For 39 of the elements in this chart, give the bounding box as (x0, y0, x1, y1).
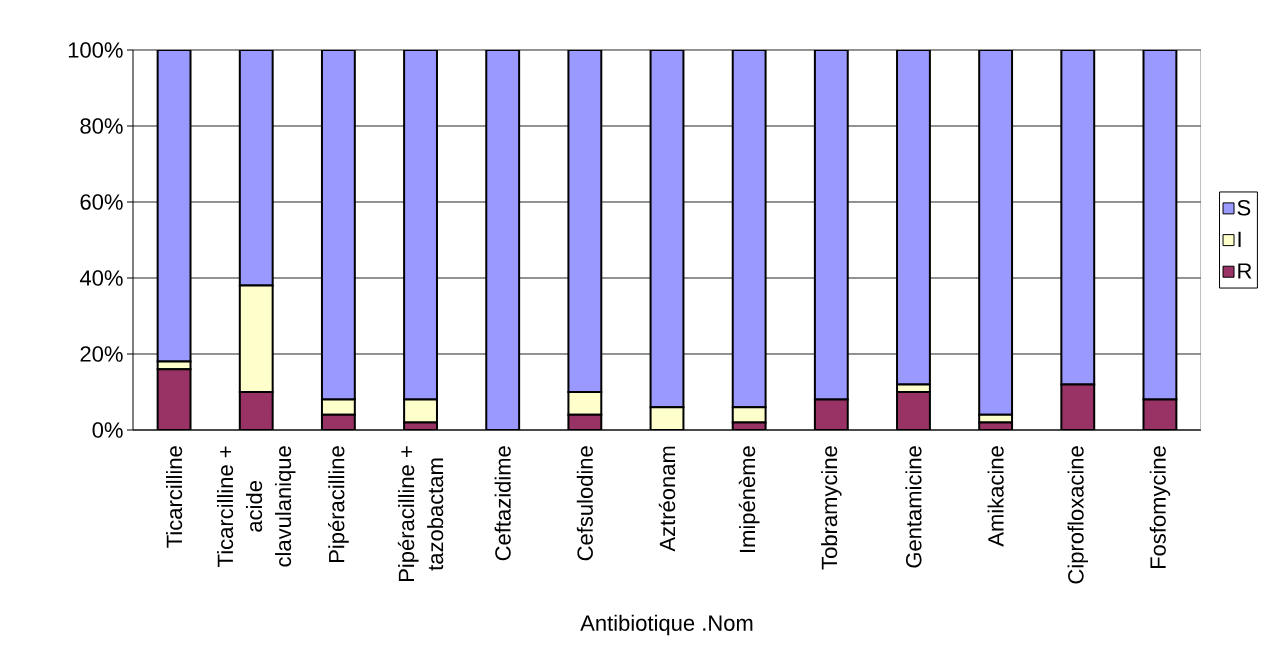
bar (567, 50, 603, 393)
y-tick-label: 20% (80, 346, 123, 362)
legend-label: S (1237, 199, 1251, 216)
legend-label: I (1238, 231, 1241, 247)
x-tick-label: Pipéracilline (328, 446, 349, 562)
x-tick-label: Tobramycine (821, 446, 842, 570)
y-tick-label: 60% (80, 194, 123, 210)
legend-label: R (1238, 263, 1252, 279)
x-tick-label: Ticarcilline (166, 446, 183, 548)
y-tick-label: 0% (92, 422, 123, 438)
bar (978, 50, 1014, 416)
bar (156, 368, 192, 430)
x-tick-label: Ticarcilline + acide clavulanique (216, 446, 296, 567)
bar (649, 50, 685, 409)
x-tick-label: Aztréonam (658, 446, 676, 552)
x-tick-label: Imipénème (738, 446, 760, 552)
bar (238, 50, 274, 287)
bar (156, 50, 192, 363)
bar (1142, 50, 1178, 401)
x-tick-label: Cefsulodine (576, 446, 593, 561)
bar (1060, 383, 1096, 430)
x-tick-label: Gentamicine (905, 446, 922, 568)
y-tick-label: 100% (68, 42, 123, 58)
bar (731, 50, 767, 409)
x-axis-title: Antibiotique .Nom (580, 614, 753, 636)
bar (896, 50, 931, 386)
y-tick-label: 80% (80, 118, 123, 134)
bar (813, 50, 849, 401)
bar (320, 50, 356, 401)
bar (403, 50, 438, 401)
x-tick-label: Ciprofloxacine (1067, 446, 1089, 584)
x-tick-label: Amikacine (987, 446, 1004, 547)
x-tick-label: Fosfomycine (1149, 446, 1171, 569)
bar (238, 284, 274, 393)
bar (485, 50, 521, 430)
x-tick-label: Ceftazidime (494, 446, 511, 561)
bar (1060, 50, 1096, 386)
x-tick-label: Pipéracilline + tazobactam (397, 446, 444, 581)
y-tick-label: 40% (79, 270, 123, 286)
